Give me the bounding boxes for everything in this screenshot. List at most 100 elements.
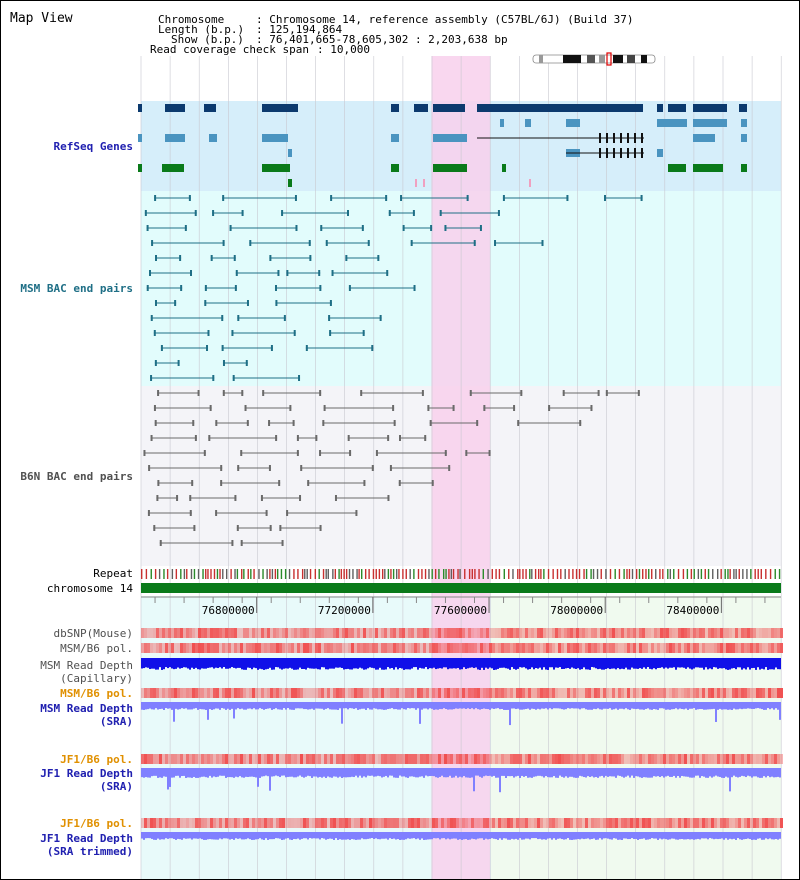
msm-b6-pol-strip: [549, 643, 552, 653]
jf1-depth-trimmed-bar: [689, 832, 691, 840]
msm-bac-end: [347, 210, 350, 216]
jf1-b6-pol-strip: [750, 754, 753, 764]
msm-depth-capillary-bar: [533, 658, 535, 670]
jf1-depth-trimmed-bar: [589, 832, 591, 840]
msm-depth-capillary-bar: [739, 658, 741, 668]
jf1-depth-sra-bar: [691, 768, 693, 778]
jf1-depth-trimmed-bar: [435, 832, 437, 839]
jf1-depth-trimmed-bar: [405, 832, 407, 840]
b6n-bac-end: [300, 465, 303, 471]
jf1-depth-trimmed-bar: [617, 832, 619, 840]
jf1-b6-pol-label-2[interactable]: JF1/B6 pol.: [60, 817, 133, 830]
msm-bac-end: [160, 345, 163, 351]
jf1-depth-sra-bar: [561, 768, 563, 777]
jf1-depth-sra-bar: [641, 768, 643, 778]
b6n-bac-end: [548, 405, 551, 411]
jf1-b6-pol-strip: [267, 754, 270, 764]
msm-depth-sra-bar: [277, 702, 279, 710]
jf1-depth-sra-bar: [415, 768, 417, 778]
jf1-b6-pol-strip-2: [663, 818, 666, 828]
jf1-depth-sra-bar: [179, 768, 181, 778]
jf1-depth-trimmed-bar: [371, 832, 373, 839]
msm-depth-capillary-bar: [215, 658, 217, 668]
jf1-b6-pol-strip: [420, 754, 423, 764]
refseq-genes-label[interactable]: RefSeq Genes: [53, 140, 133, 153]
repeat-mark: [352, 569, 354, 579]
msm-b6-pol-strip: [171, 643, 174, 653]
msm-b6-pol-strip: [492, 643, 495, 653]
msm-b6-pol-strip: [186, 643, 189, 653]
jf1-b6-pol-strip: [702, 754, 705, 764]
b6n-bac-end-pairs-label[interactable]: B6N BAC end pairs: [20, 470, 133, 483]
jf1-b6-pol-strip: [627, 754, 630, 764]
jf1-b6-pol-strip-2: [747, 818, 750, 828]
msm-depth-sra-bar: [695, 702, 697, 710]
msm-b6-pol-strip: [702, 643, 705, 653]
repeat-mark: [210, 569, 212, 579]
msm-depth-capillary-bar: [337, 658, 339, 668]
msm-depth-capillary-bar: [343, 658, 345, 670]
dbsnp-strip: [438, 628, 441, 638]
jf1-b6-pol-strip-2: [564, 818, 567, 828]
jf1-b6-pol-strip: [642, 754, 645, 764]
jf1-depth-sra-bar: [595, 768, 597, 777]
msm-b6-pol-strip-2: [657, 688, 660, 698]
repeat-mark: [575, 569, 578, 579]
jf1-b6-pol-strip: [288, 754, 291, 764]
b6n-bac-end: [637, 390, 640, 396]
jf1-depth-sra-bar: [537, 768, 539, 776]
jf1-read-depth-trimmed-label[interactable]: JF1 Read Depth: [40, 832, 133, 845]
dbsnp-strip: [765, 628, 768, 638]
msm-depth-sra-bar: [501, 702, 503, 709]
jf1-b6-pol-strip-2: [522, 818, 525, 828]
jf1-depth-trimmed-bar: [449, 832, 451, 840]
jf1-b6-pol-strip-2: [630, 818, 633, 828]
jf1-depth-sra-bar: [459, 768, 461, 777]
msm-read-depth-sra-label[interactable]: MSM Read Depth: [40, 702, 133, 715]
jf1-b6-pol-strip-2: [363, 818, 366, 828]
msm-bac-end: [413, 285, 416, 291]
jf1-depth-sra-bar: [489, 768, 491, 776]
jf1-b6-pol-strip: [519, 754, 522, 764]
jf1-depth-sra-bar: [329, 768, 331, 778]
msm-depth-capillary-bar: [491, 658, 493, 669]
msm-b6-pol-label-2[interactable]: MSM/B6 pol.: [60, 687, 133, 700]
msm-bac-end-pairs-label[interactable]: MSM BAC end pairs: [20, 282, 133, 295]
jf1-depth-trimmed-bar: [675, 832, 677, 840]
msm-b6-pol-strip: [414, 643, 417, 653]
jf1-b6-pol-strip-2: [447, 818, 450, 828]
msm-depth-sra-bar: [481, 702, 483, 709]
dbsnp-strip: [324, 628, 327, 638]
jf1-depth-sra-bar: [709, 768, 711, 777]
show-label: Show (b.p.): [171, 33, 244, 46]
msm-depth-capillary-bar: [547, 658, 549, 670]
msm-depth-sra-bar: [371, 702, 373, 710]
msm-b6-pol-strip: [621, 643, 624, 653]
jf1-depth-sra-bar: [549, 768, 551, 778]
msm-depth-sra-bar: [557, 702, 559, 709]
dbsnp-label[interactable]: dbSNP(Mouse): [53, 627, 133, 640]
repeat-mark: [498, 569, 501, 579]
msm-depth-sra-bar: [731, 702, 733, 710]
msm-b6-pol-strip-2: [588, 688, 591, 698]
msm-b6-pol-label[interactable]: MSM/B6 pol.: [60, 642, 133, 655]
gene-arrow: [138, 134, 142, 142]
jf1-depth-sra-bar: [739, 768, 741, 777]
jf1-depth-sra-bar: [609, 768, 611, 777]
jf1-depth-trimmed-bar: [559, 832, 561, 839]
jf1-read-depth-sra-label[interactable]: JF1 Read Depth: [40, 767, 133, 780]
jf1-depth-sra-bar: [529, 768, 531, 778]
repeat-mark: [413, 569, 415, 579]
msm-depth-capillary-bar: [209, 658, 211, 668]
jf1-b6-pol-label[interactable]: JF1/B6 pol.: [60, 753, 133, 766]
b6n-bac-end: [150, 435, 153, 441]
msm-depth-sra-bar: [325, 702, 327, 709]
repeat-label[interactable]: Repeat: [93, 567, 133, 580]
msm-b6-pol-strip-2: [327, 688, 330, 698]
msm-read-depth-capillary-label[interactable]: MSM Read Depth: [40, 659, 133, 672]
repeat-mark: [428, 569, 430, 579]
jf1-depth-trimmed-bar: [545, 832, 547, 840]
jf1-b6-pol-strip-2: [141, 818, 144, 828]
jf1-b6-pol-strip-2: [144, 818, 147, 828]
